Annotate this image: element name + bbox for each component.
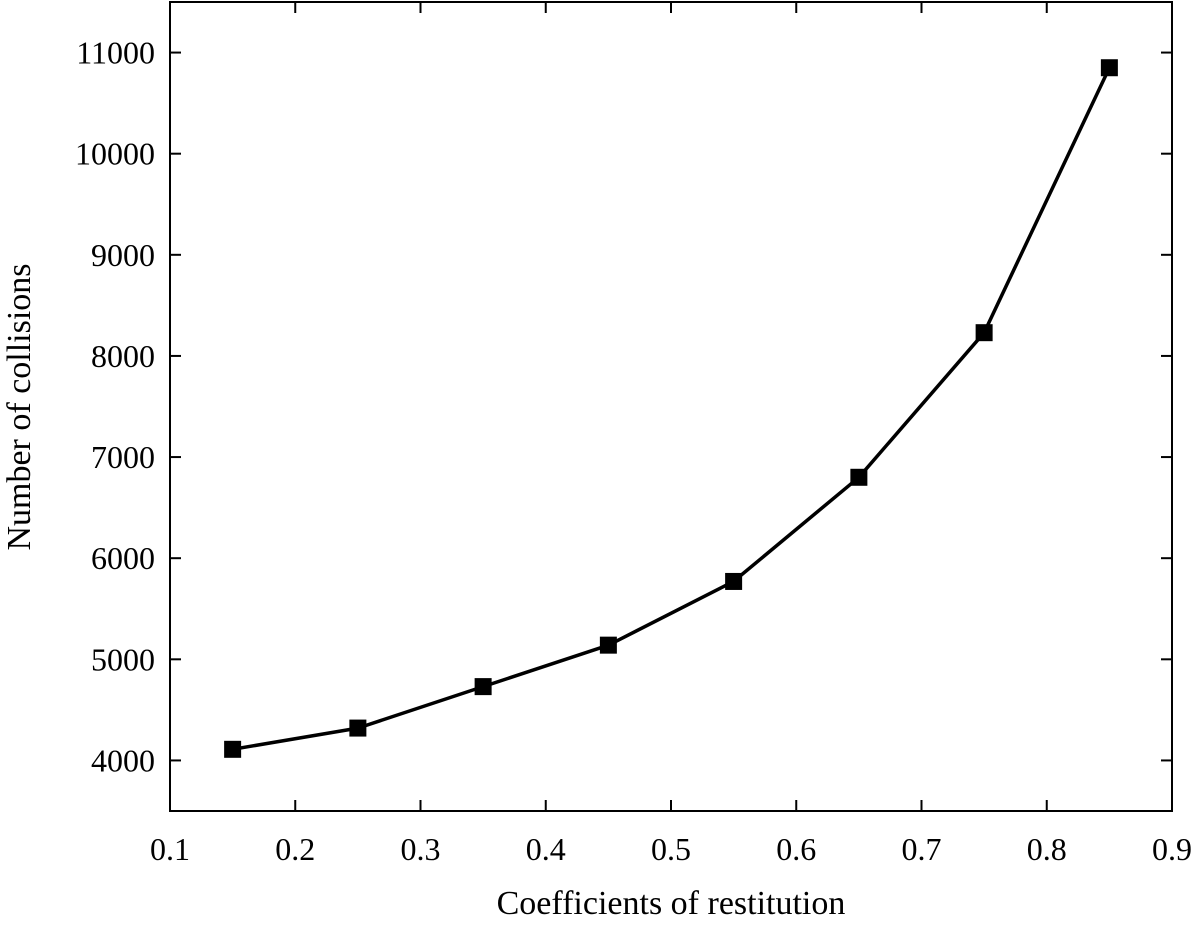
data-point-marker [975, 324, 993, 342]
x-tick-label: 0.8 [1027, 831, 1067, 867]
y-tick-label: 7000 [91, 439, 155, 475]
data-point-marker [224, 740, 242, 758]
x-tick-label: 0.9 [1152, 831, 1192, 867]
y-tick-label: 8000 [91, 338, 155, 374]
series-layer [224, 59, 1118, 758]
y-tick-label: 9000 [91, 237, 155, 273]
data-point-marker [850, 468, 868, 486]
y-axis-ticks: 4000 5000 6000 7000 8000 9000 10000 11000 [75, 35, 1172, 778]
y-axis-label: Number of collisions [1, 263, 38, 550]
x-tick-label: 0.4 [526, 831, 566, 867]
x-tick-label: 0.7 [902, 831, 942, 867]
x-tick-label: 0.6 [776, 831, 816, 867]
x-axis-ticks: 0.1 0.2 0.3 0.4 0.5 0.6 0.7 0.8 0.9 [150, 2, 1192, 867]
y-tick-label: 4000 [91, 742, 155, 778]
x-tick-label: 0.1 [150, 831, 190, 867]
data-point-marker [474, 678, 492, 696]
data-point-marker [599, 636, 617, 654]
y-tick-label: 6000 [91, 540, 155, 576]
y-tick-label: 11000 [76, 35, 155, 71]
y-tick-label: 10000 [75, 136, 155, 172]
x-tick-label: 0.2 [275, 831, 315, 867]
x-tick-label: 0.5 [651, 831, 691, 867]
x-tick-label: 0.3 [401, 831, 441, 867]
y-tick-label: 5000 [91, 641, 155, 677]
data-point-marker [349, 719, 367, 737]
data-point-marker [725, 572, 743, 590]
data-point-marker [1100, 59, 1118, 77]
plot-frame [169, 1, 1173, 812]
x-axis-label: Coefficients of restitution [497, 885, 846, 922]
series-line [232, 66, 1111, 752]
